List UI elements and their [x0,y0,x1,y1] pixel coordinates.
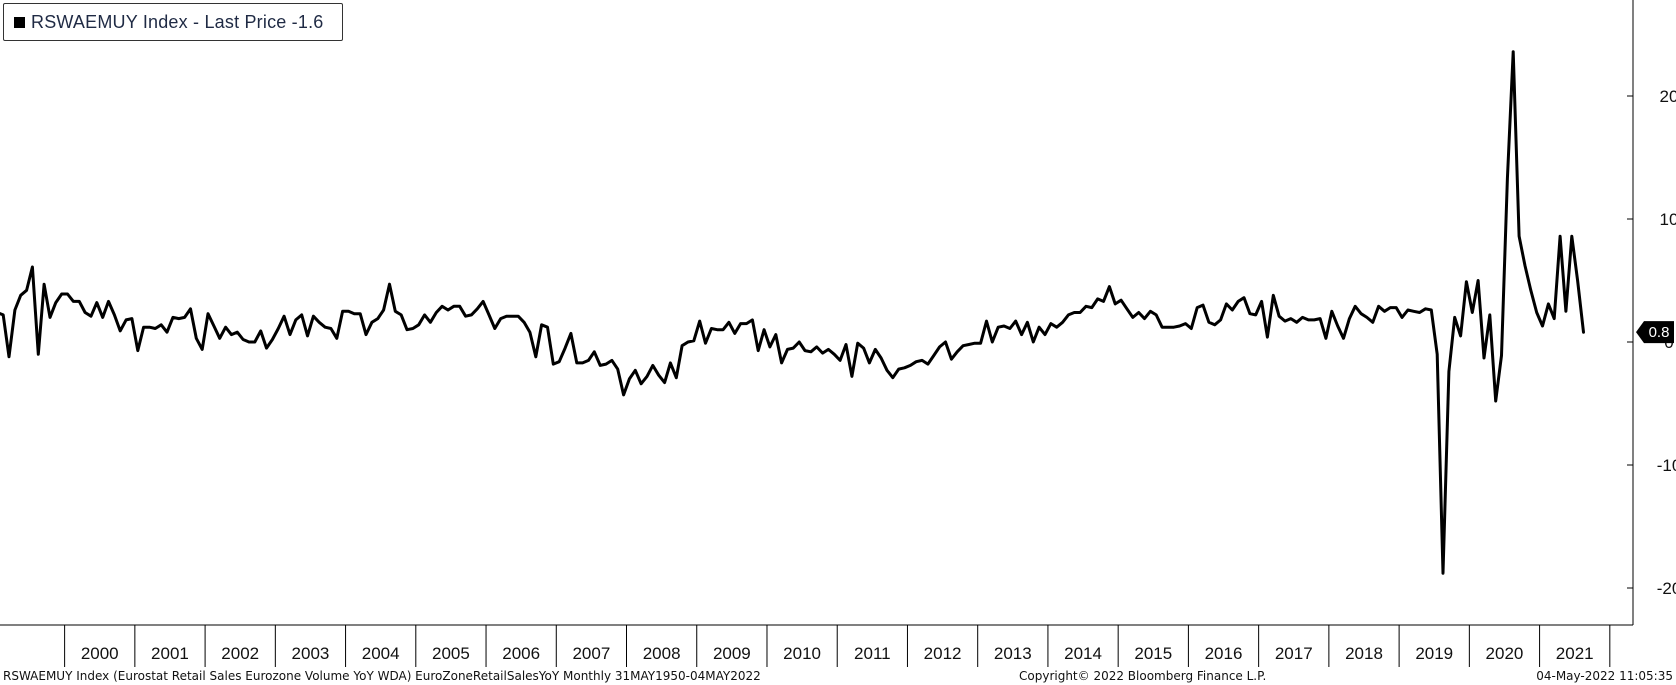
x-tick-label: 2004 [362,644,400,663]
series-layer [0,50,1585,575]
x-tick-label: 2002 [221,644,259,663]
x-axis: 2000 2001 2002 2003 2004 2005 2006 2007 2008 2009… [64,625,1611,667]
x-tick-label: 2007 [572,644,610,663]
x-tick-label: 2009 [713,644,751,663]
x-tick-label: 2005 [432,644,470,663]
plot-frame [0,0,1634,626]
x-tick-label: 2003 [292,644,330,663]
x-tick-label: 2011 [854,644,891,663]
series-line [0,50,1585,575]
x-tick-label: 2020 [1486,644,1524,663]
x-tick-label: 2001 [151,644,189,663]
x-tick-label: 2014 [1064,644,1102,663]
x-tick-label: 2015 [1134,644,1172,663]
x-tick-label: 2019 [1415,644,1453,663]
footer-copyright: Copyright© 2022 Bloomberg Finance L.P. [1019,669,1267,683]
footer-timestamp: 04-May-2022 11:05:35 [1536,669,1673,683]
x-tick-label: 2013 [994,644,1032,663]
legend[interactable]: RSWAEMUY Index - Last Price -1.6 [3,3,343,41]
x-tick-label: 2017 [1275,644,1313,663]
x-tick-label: 2010 [783,644,821,663]
x-tick-label: 2016 [1205,644,1243,663]
x-tick-label: 2018 [1345,644,1383,663]
y-tick-label: -10 [1657,456,1676,475]
last-value-tag-label: 0.8 [1649,324,1670,341]
x-tick-label: 2021 [1556,644,1594,663]
y-tick-label: -20 [1657,579,1676,598]
x-tick-label: 2000 [81,644,119,663]
legend-label: RSWAEMUY Index - Last Price -1.6 [31,11,324,32]
y-tick-label: 20 [1660,87,1676,106]
footer-description: RSWAEMUY Index (Eurostat Retail Sales Eu… [3,669,761,683]
y-tick-label: 10 [1660,210,1676,229]
last-value-tag-shape [1636,321,1674,344]
x-tick-label: 2012 [924,644,962,663]
x-tick-label: 2008 [643,644,681,663]
last-value-tag: 0.8 [1636,321,1674,344]
x-tick-label: 2006 [502,644,540,663]
legend-swatch [14,16,25,28]
